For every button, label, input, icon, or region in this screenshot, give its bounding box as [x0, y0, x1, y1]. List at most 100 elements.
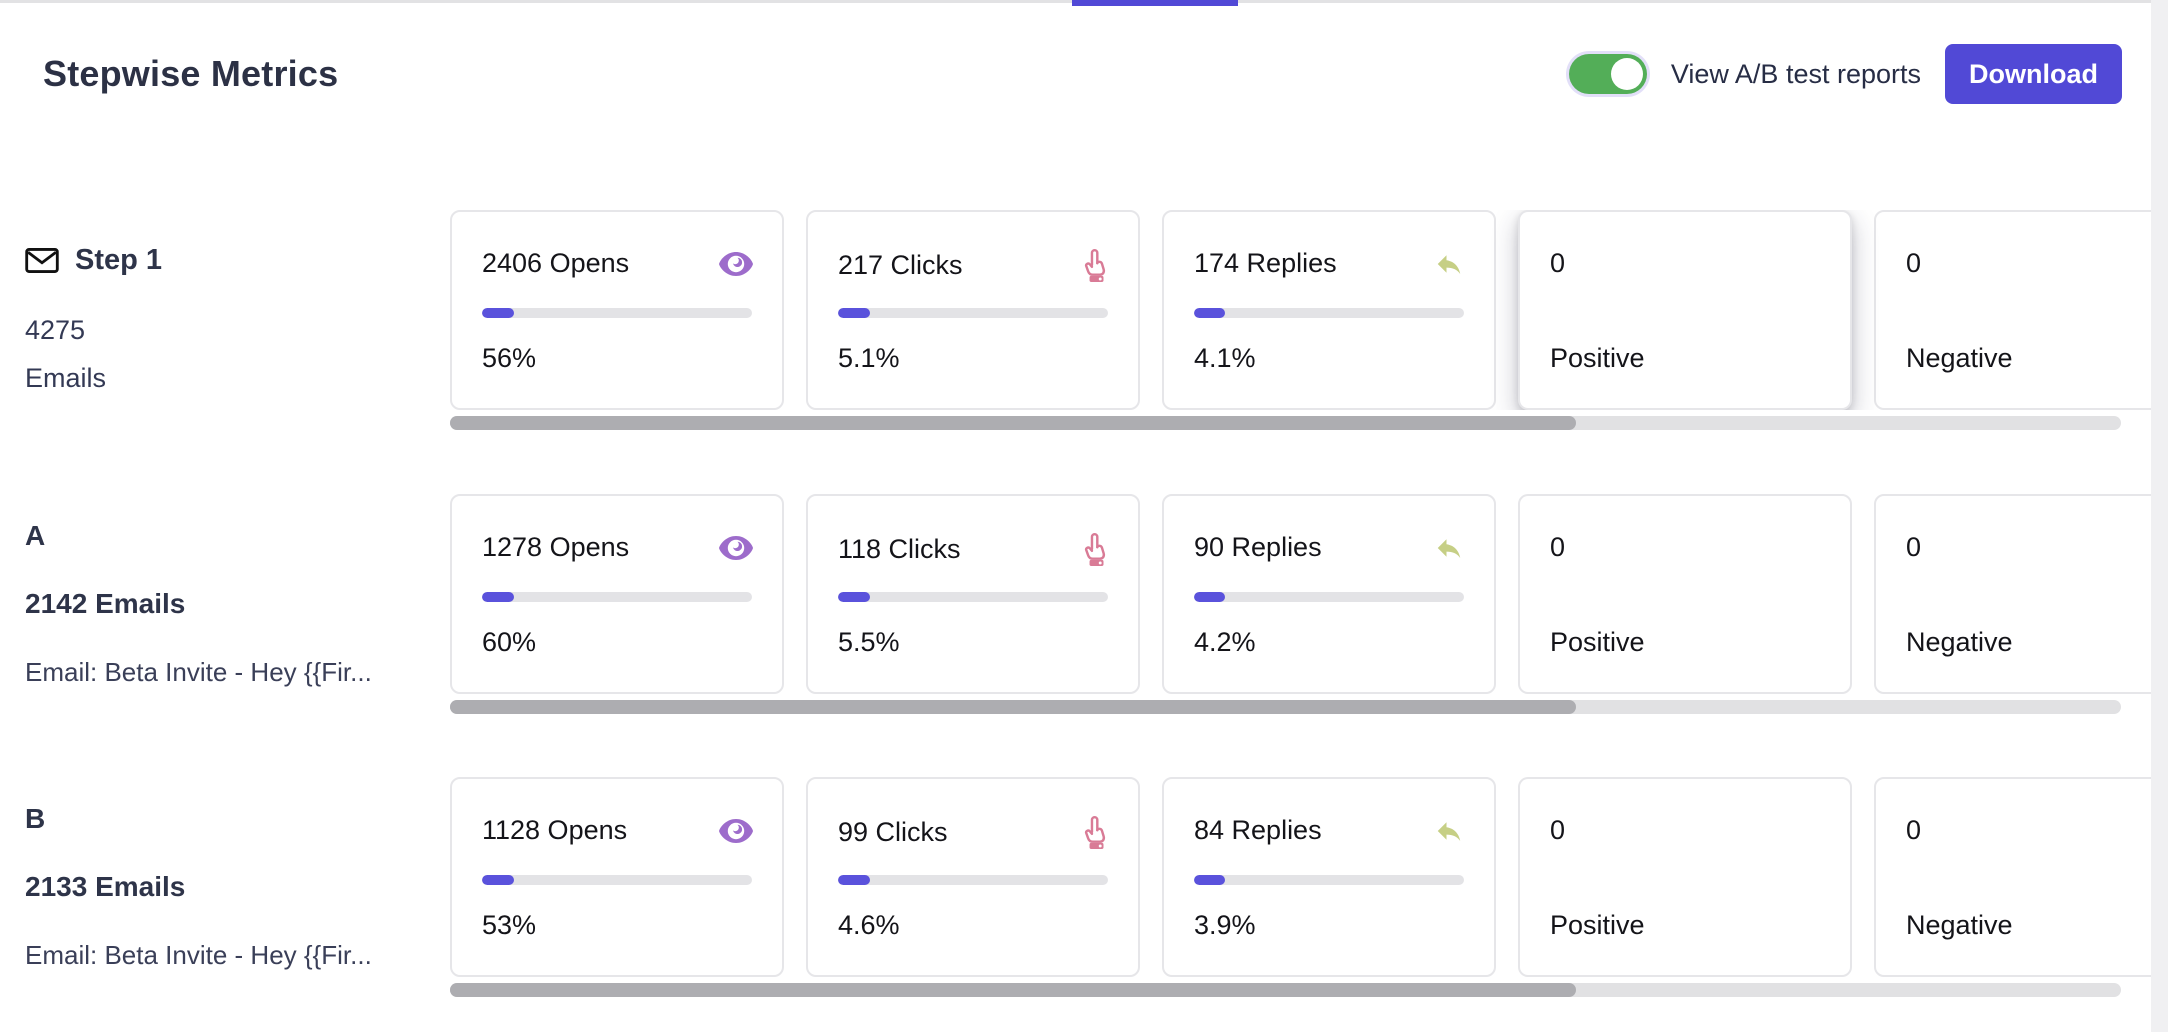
sentiment-label: Negative	[1906, 910, 2013, 940]
replies-card[interactable]: 84 Replies 3.9%	[1162, 777, 1496, 977]
negative-card[interactable]: 0 Negative	[1874, 210, 2168, 410]
progress-bar	[482, 308, 752, 318]
step-row: Step 1 4275 Emails 2406 Opens 56% 217 Cl…	[0, 210, 2168, 450]
sentiment-label: Negative	[1906, 627, 2013, 657]
variant-b-label-block: B 2133 Emails Email: Beta Invite - Hey {…	[25, 777, 435, 975]
progress-bar	[838, 875, 1108, 885]
progress-fill	[1194, 592, 1226, 602]
opens-card[interactable]: 1278 Opens 60%	[450, 494, 784, 694]
step-name: Step 1	[75, 244, 163, 276]
metric-value: 1128 Opens	[482, 815, 628, 845]
vertical-scrollbar[interactable]	[2151, 0, 2168, 1032]
progress-bar	[1194, 308, 1464, 318]
metric-value: 90 Replies	[1194, 532, 1322, 562]
metric-percent: 4.6%	[838, 910, 900, 940]
emails-count: 2133 Emails	[25, 871, 186, 902]
email-subject: Email: Beta Invite - Hey {{Fir...	[25, 657, 372, 687]
metric-percent: 56%	[482, 343, 537, 373]
progress-bar	[1194, 592, 1464, 602]
variant-a-label-block: A 2142 Emails Email: Beta Invite - Hey {…	[25, 494, 435, 692]
progress-bar	[838, 592, 1108, 602]
metrics-scroller[interactable]: 1128 Opens 53% 99 Clicks 4.6% 84 Replies	[450, 777, 2168, 977]
metric-value: 0	[1906, 248, 1922, 278]
variant-name: A	[25, 520, 46, 551]
click-icon	[1080, 248, 1110, 282]
reply-icon	[1432, 533, 1466, 563]
positive-card[interactable]: 0 Positive	[1518, 210, 1852, 410]
click-icon	[1080, 532, 1110, 566]
active-tab-indicator	[1072, 0, 1238, 6]
header: Stepwise Metrics View A/B test reports D…	[43, 36, 2122, 112]
replies-card[interactable]: 90 Replies 4.2%	[1162, 494, 1496, 694]
emails-count: 2142 Emails	[25, 588, 186, 619]
horizontal-scrollbar[interactable]	[450, 416, 2121, 430]
progress-bar	[482, 592, 752, 602]
negative-card[interactable]: 0 Negative	[1874, 494, 2168, 694]
metric-value: 0	[1906, 532, 1922, 562]
metric-percent: 3.9%	[1194, 910, 1256, 940]
progress-fill	[838, 592, 871, 602]
variant-b-row: B 2133 Emails Email: Beta Invite - Hey {…	[0, 777, 2168, 1017]
opens-card[interactable]: 2406 Opens 56%	[450, 210, 784, 410]
eye-icon	[718, 818, 754, 844]
positive-card[interactable]: 0 Positive	[1518, 777, 1852, 977]
metric-value: 84 Replies	[1194, 815, 1322, 845]
metrics-scroller[interactable]: 1278 Opens 60% 118 Clicks 5.5% 90 Replie…	[450, 494, 2168, 694]
clicks-card[interactable]: 217 Clicks 5.1%	[806, 210, 1140, 410]
sentiment-label: Positive	[1550, 627, 1645, 657]
header-actions: View A/B test reports Download	[1568, 44, 2122, 104]
negative-card[interactable]: 0 Negative	[1874, 777, 2168, 977]
metric-percent: 4.1%	[1194, 343, 1256, 373]
eye-icon	[718, 535, 754, 561]
download-button[interactable]: Download	[1945, 44, 2122, 104]
toggle-knob-icon	[1610, 58, 1643, 90]
step-title: Step 1	[25, 240, 435, 280]
variant-name: B	[25, 803, 46, 834]
metric-value: 118 Clicks	[838, 533, 961, 564]
metric-percent: 53%	[482, 910, 537, 940]
metric-value: 2406 Opens	[482, 248, 630, 278]
progress-fill	[1194, 875, 1226, 885]
envelope-icon	[25, 247, 59, 274]
page-title: Stepwise Metrics	[43, 53, 339, 94]
sentiment-label: Positive	[1550, 343, 1645, 373]
metric-value: 1278 Opens	[482, 532, 630, 562]
horizontal-scrollbar[interactable]	[450, 700, 2121, 714]
metric-percent: 5.1%	[838, 343, 900, 373]
sentiment-label: Positive	[1550, 910, 1645, 940]
horizontal-scrollbar-thumb[interactable]	[450, 416, 1576, 430]
progress-fill	[1194, 308, 1226, 318]
clicks-card[interactable]: 99 Clicks 4.6%	[806, 777, 1140, 977]
progress-bar	[838, 308, 1108, 318]
horizontal-scrollbar[interactable]	[450, 983, 2121, 997]
click-icon	[1080, 815, 1110, 849]
replies-card[interactable]: 174 Replies 4.1%	[1162, 210, 1496, 410]
progress-fill	[482, 592, 515, 602]
metric-value: 0	[1550, 248, 1566, 278]
metric-value: 99 Clicks	[838, 816, 948, 847]
metric-value: 0	[1906, 815, 1922, 845]
eye-icon	[718, 251, 754, 277]
metric-percent: 60%	[482, 627, 537, 657]
metrics-scroller[interactable]: 2406 Opens 56% 217 Clicks 5.1% 174 Repli…	[450, 210, 2168, 410]
ab-toggle-label: View A/B test reports	[1670, 58, 1921, 89]
horizontal-scrollbar-thumb[interactable]	[450, 700, 1576, 714]
email-subject: Email: Beta Invite - Hey {{Fir...	[25, 940, 372, 970]
progress-fill	[482, 308, 515, 318]
opens-card[interactable]: 1128 Opens 53%	[450, 777, 784, 977]
clicks-card[interactable]: 118 Clicks 5.5%	[806, 494, 1140, 694]
progress-fill	[482, 875, 515, 885]
progress-bar	[1194, 875, 1464, 885]
emails-count: 4275	[25, 315, 86, 345]
variant-a-row: A 2142 Emails Email: Beta Invite - Hey {…	[0, 494, 2168, 734]
horizontal-scrollbar-thumb[interactable]	[450, 983, 1576, 997]
emails-unit: Emails	[25, 363, 107, 393]
ab-test-toggle[interactable]	[1568, 54, 1647, 94]
step-label-block: Step 1 4275 Emails	[25, 210, 435, 400]
positive-card[interactable]: 0 Positive	[1518, 494, 1852, 694]
metric-value: 217 Clicks	[838, 249, 963, 280]
metric-value: 0	[1550, 815, 1566, 845]
progress-fill	[838, 308, 871, 318]
metric-percent: 5.5%	[838, 627, 900, 657]
